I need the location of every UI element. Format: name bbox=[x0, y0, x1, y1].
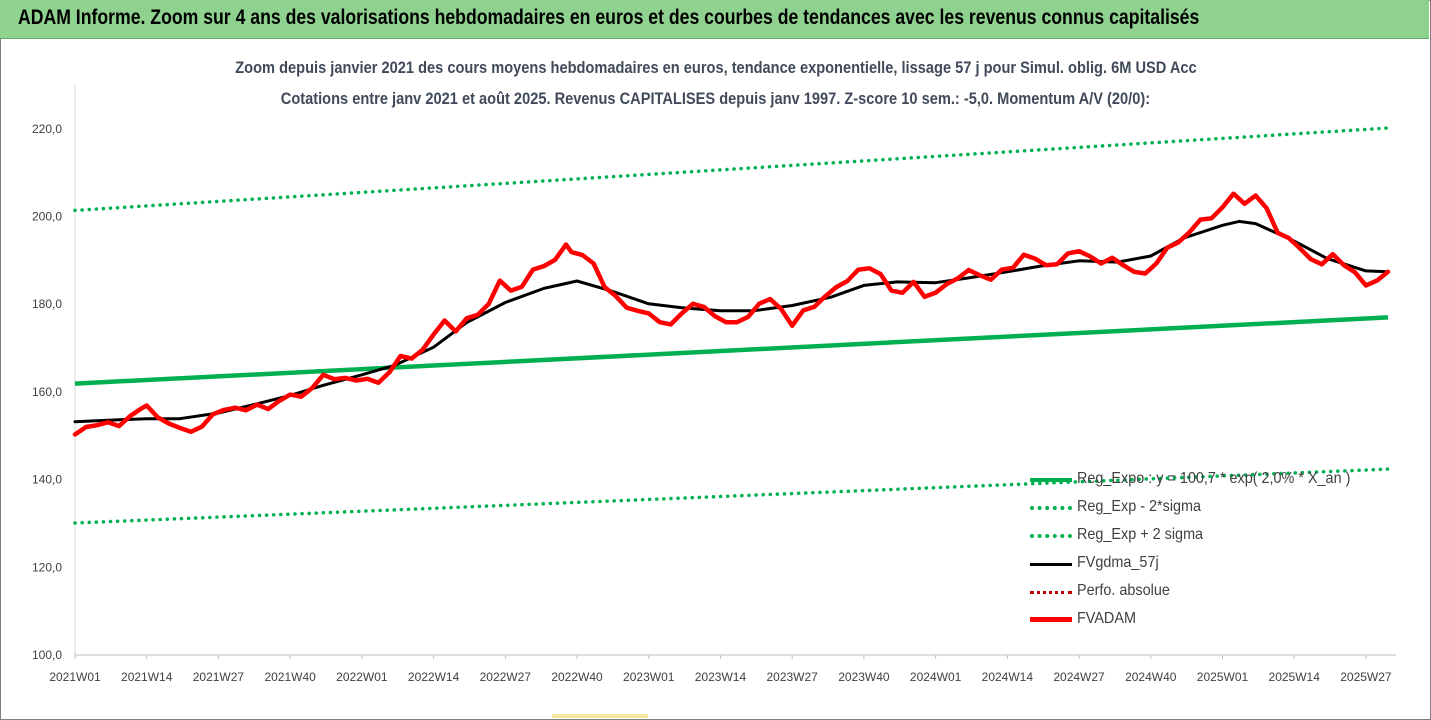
reg-expo-line bbox=[74, 315, 1389, 386]
x-tick-label: 2024W01 bbox=[910, 670, 962, 684]
y-tick-label: 160,0 bbox=[32, 385, 62, 399]
legend-swatch-reg-exp-plus bbox=[1030, 534, 1072, 538]
legend-swatch-fvgdma bbox=[1030, 563, 1072, 566]
x-tick-label: 2025W01 bbox=[1197, 670, 1249, 684]
reg-exp-plus-line bbox=[73, 126, 1390, 213]
chart-subtitle: Cotations entre janv 2021 et août 2025. … bbox=[0, 89, 1431, 109]
x-tick-label: 2022W14 bbox=[408, 670, 460, 684]
chart-title-text: Zoom depuis janvier 2021 des cours moyen… bbox=[234, 58, 1197, 77]
y-tick-label: 120,0 bbox=[32, 560, 62, 574]
x-tick-label: 2024W40 bbox=[1125, 670, 1177, 684]
y-tick-label: 100,0 bbox=[32, 648, 62, 662]
legend-label-reg-expo: Reg_Expo : y = 100,7 * exp( 2,0% * X_an … bbox=[1077, 470, 1351, 487]
x-tick-label: 2022W40 bbox=[551, 670, 603, 684]
legend-label-fvgdma: FVgdma_57j bbox=[1077, 554, 1159, 571]
x-tick-label: 2022W27 bbox=[480, 670, 532, 684]
reg-exp-minus-line bbox=[73, 467, 1390, 525]
legend-label-reg-exp-plus: Reg_Exp + 2 sigma bbox=[1077, 526, 1204, 543]
legend-label-perfo: Perfo. absolue bbox=[1077, 582, 1170, 599]
legend-label-reg-exp-minus: Reg_Exp - 2*sigma bbox=[1077, 498, 1202, 515]
x-tick-label: 2021W14 bbox=[121, 670, 173, 684]
x-tick-label: 2021W01 bbox=[49, 670, 101, 684]
x-tick-label: 2021W27 bbox=[193, 670, 245, 684]
x-tick-label: 2023W14 bbox=[695, 670, 747, 684]
x-tick-label: 2024W14 bbox=[982, 670, 1034, 684]
legend-swatch-fvadam bbox=[1030, 617, 1072, 622]
x-tick-label: 2025W14 bbox=[1269, 670, 1321, 684]
y-tick-labels: 100,0 120,0 140,0 160,0 180,0 200,0 220,0 bbox=[32, 122, 62, 662]
series-layer bbox=[72, 126, 1391, 525]
legend-swatch-reg-expo bbox=[1030, 478, 1072, 482]
x-tick-label: 2023W27 bbox=[766, 670, 818, 684]
x-tick-label: 2024W27 bbox=[1053, 670, 1105, 684]
report-banner: ADAM Informe. Zoom sur 4 ans des valoris… bbox=[0, 0, 1429, 39]
legend-swatch-perfo bbox=[1030, 591, 1072, 594]
legend-label-fvadam: FVADAM bbox=[1077, 610, 1136, 627]
legend-swatch-reg-exp-minus bbox=[1030, 506, 1072, 510]
y-tick-label: 180,0 bbox=[32, 297, 62, 311]
x-tick-label: 2025W27 bbox=[1340, 670, 1392, 684]
x-tick-label: 2023W01 bbox=[623, 670, 675, 684]
bottom-marker bbox=[552, 714, 648, 718]
report-title: ADAM Informe. Zoom sur 4 ans des valoris… bbox=[18, 6, 1200, 29]
x-tick-label: 2021W40 bbox=[264, 670, 316, 684]
x-tick-labels: 2021W01 2021W14 2021W27 2021W40 2022W01 2022W… bbox=[49, 655, 1392, 684]
chart-title: Zoom depuis janvier 2021 des cours moyen… bbox=[0, 58, 1431, 78]
y-tick-label: 140,0 bbox=[32, 473, 62, 487]
y-tick-label: 220,0 bbox=[32, 122, 62, 136]
x-tick-label: 2022W01 bbox=[336, 670, 388, 684]
fvadam-line bbox=[72, 191, 1391, 437]
x-tick-label: 2023W40 bbox=[838, 670, 890, 684]
y-tick-label: 200,0 bbox=[32, 210, 62, 224]
chart-subtitle-text: Cotations entre janv 2021 et août 2025. … bbox=[280, 89, 1151, 108]
